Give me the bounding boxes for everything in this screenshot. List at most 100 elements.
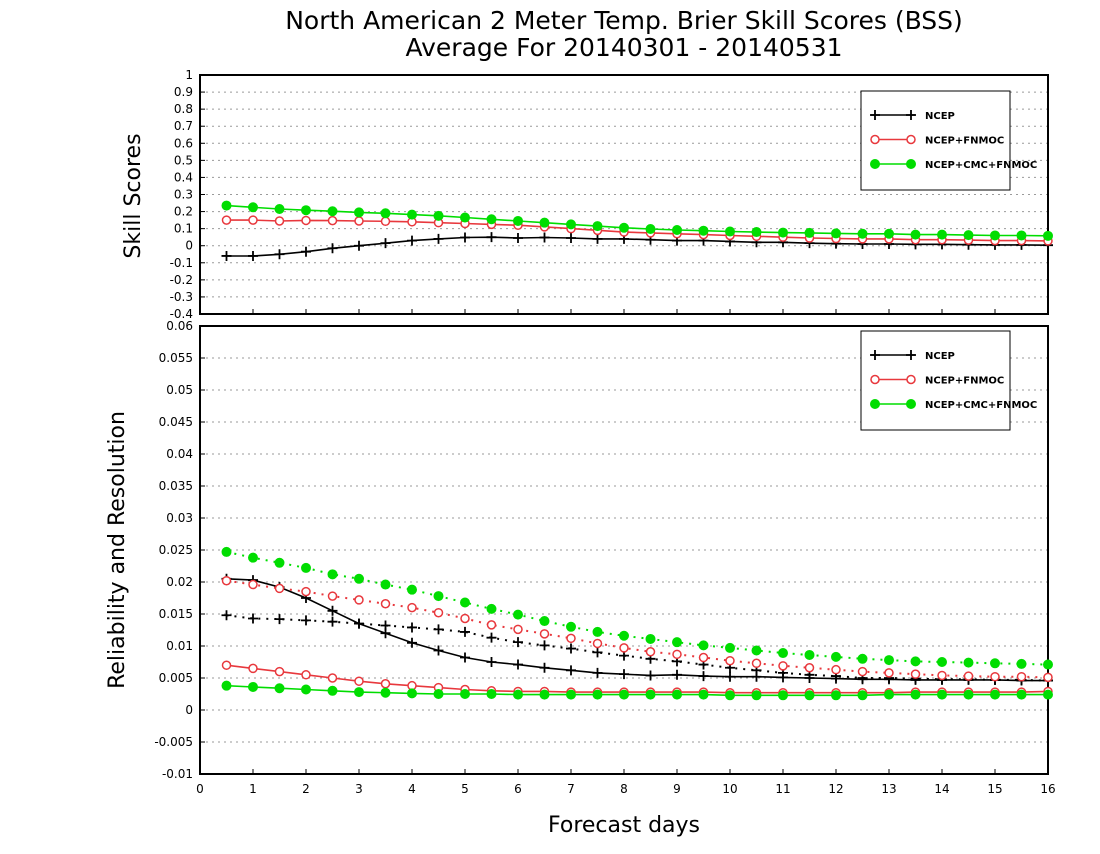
bottom-legend-marker: [870, 399, 880, 409]
top-series-2-point: [778, 227, 788, 238]
bottom-series-5-point: [592, 626, 603, 637]
bottom-series-3-point: [645, 647, 656, 657]
bottom-series-5-point: [301, 562, 311, 573]
top-legend-marker: [906, 110, 916, 120]
bottom-series-5-point: [433, 591, 444, 602]
top-series-2-point: [1016, 230, 1027, 241]
bottom-series-line-1: [226, 614, 1049, 682]
top-legend-marker: [906, 134, 916, 145]
bottom-series-4-point: [274, 683, 285, 694]
top-y-tick-label: 0: [185, 239, 193, 253]
bottom-legend-marker: [870, 350, 880, 360]
bottom-series-3-point: [407, 602, 417, 613]
bottom-series-3-point: [486, 620, 497, 630]
bottom-x-tick-label: 3: [355, 782, 363, 796]
bottom-series-2-point: [327, 673, 338, 683]
bottom-series-5-point: [725, 642, 735, 653]
bottom-legend-marker: [906, 374, 916, 385]
bottom-y-tick-label: 0.015: [159, 607, 193, 621]
bottom-series-3-point: [592, 638, 603, 649]
bottom-series-0-point: [725, 671, 735, 682]
bottom-series-3-point: [910, 669, 921, 679]
bottom-series-4-point: [698, 689, 709, 700]
top-series-2-point: [513, 215, 523, 226]
top-legend-marker: [870, 134, 880, 145]
bottom-x-tick-label: 9: [673, 782, 681, 796]
top-series-1-point: [354, 216, 364, 226]
bottom-series-1-point: [460, 626, 470, 637]
bottom-series-5-point: [274, 557, 285, 568]
bottom-series-4-point: [884, 689, 894, 700]
bottom-series-3-point: [248, 579, 258, 590]
bottom-series-4-point: [672, 689, 682, 700]
x-axis-label: Forecast days: [548, 813, 700, 838]
bottom-series-0-point: [327, 605, 338, 616]
bottom-legend-label: NCEP+FNMOC: [925, 376, 1004, 387]
bottom-series-0-point: [513, 659, 523, 670]
bottom-series-5-point: [857, 653, 868, 664]
bottom-series-1-point: [248, 613, 258, 624]
bottom-series-4-point: [301, 684, 311, 695]
top-series-2-point: [460, 212, 470, 223]
bottom-series-5-point: [486, 603, 497, 614]
top-y-tick-label: -0.4: [170, 307, 193, 321]
bottom-legend-marker: [870, 374, 880, 385]
bottom-series-4-point: [645, 689, 656, 700]
bottom-series-5-point: [937, 657, 947, 667]
top-series-2-point: [274, 204, 285, 215]
bottom-series-5-point: [884, 655, 894, 666]
bottom-series-4-point: [460, 689, 470, 699]
bottom-series-line-2: [226, 664, 1049, 694]
bottom-x-tick-label: 12: [828, 782, 843, 796]
bottom-legend-label: NCEP+CMC+FNMOC: [925, 400, 1037, 411]
bottom-series-line-0: [226, 578, 1048, 682]
bottom-series-1-point: [513, 637, 523, 648]
bottom-series-1-point: [592, 647, 603, 658]
top-series-1-point: [248, 215, 258, 225]
top-series-2-point: [354, 207, 364, 218]
bottom-series-3-point: [1043, 672, 1053, 683]
bottom-series-3-point: [698, 652, 709, 663]
top-series-2-point: [566, 219, 576, 230]
bottom-y-tick-label: 0.02: [166, 575, 193, 589]
bottom-series-5-point: [672, 637, 682, 648]
top-y-tick-label: 0.3: [174, 188, 193, 202]
bottom-x-tick-label: 13: [881, 782, 896, 796]
top-series-0-point: [566, 233, 576, 244]
top-series-2-point: [857, 228, 868, 239]
bottom-series-3-point: [778, 661, 788, 671]
top-panel-skill-scores: -0.4 -0.3 -0.2 -0.1 0 0.1 0.2 0.3 0.4 0.5 0.6 0.7 0.…: [170, 68, 1053, 321]
top-legend-label: NCEP+FNMOC: [925, 136, 1004, 147]
bottom-series-3-point: [831, 664, 841, 675]
bottom-series-4-point: [1016, 689, 1027, 700]
bottom-series-5-point: [1016, 658, 1027, 669]
bottom-series-5-point: [990, 658, 1000, 669]
bottom-x-tick-label: 4: [408, 782, 416, 796]
top-series-2-point: [645, 223, 656, 234]
bottom-series-5-point: [513, 609, 523, 620]
top-series-0-point: [354, 240, 364, 251]
bottom-series-3-point: [539, 629, 550, 639]
top-y-tick-label: -0.2: [170, 273, 193, 287]
bottom-series-4-point: [963, 689, 974, 700]
bottom-panel-reliability-resolution: -0.01 -0.005 0 0.005 0.01 0.015 0.02 0.025 0.03 0…: [154, 319, 1055, 796]
top-y-tick-label: 0.7: [174, 119, 193, 133]
bottom-x-tick-label: 11: [775, 782, 790, 796]
bottom-series-1-point: [301, 615, 311, 626]
top-y-tick-label: 0.8: [174, 102, 193, 116]
top-series-2-point: [751, 227, 762, 238]
bottom-series-line-5: [226, 550, 1049, 666]
bottom-series-5-point: [566, 621, 576, 632]
bottom-series-5-point: [804, 649, 815, 660]
chart-title-line-1: North American 2 Meter Temp. Brier Skill…: [285, 6, 963, 35]
top-legend-label: NCEP+CMC+FNMOC: [925, 160, 1037, 171]
top-series-0-point: [592, 233, 603, 244]
bottom-series-3-point: [725, 655, 735, 666]
top-series-0-point: [539, 232, 550, 243]
bottom-series-3-point: [751, 658, 762, 669]
top-y-tick-label: -0.1: [170, 256, 193, 270]
bottom-series-0-point: [645, 670, 656, 681]
bottom-y-tick-label: 0.04: [166, 447, 193, 461]
top-series-2-point: [831, 228, 841, 239]
bottom-legend-marker: [906, 350, 916, 360]
